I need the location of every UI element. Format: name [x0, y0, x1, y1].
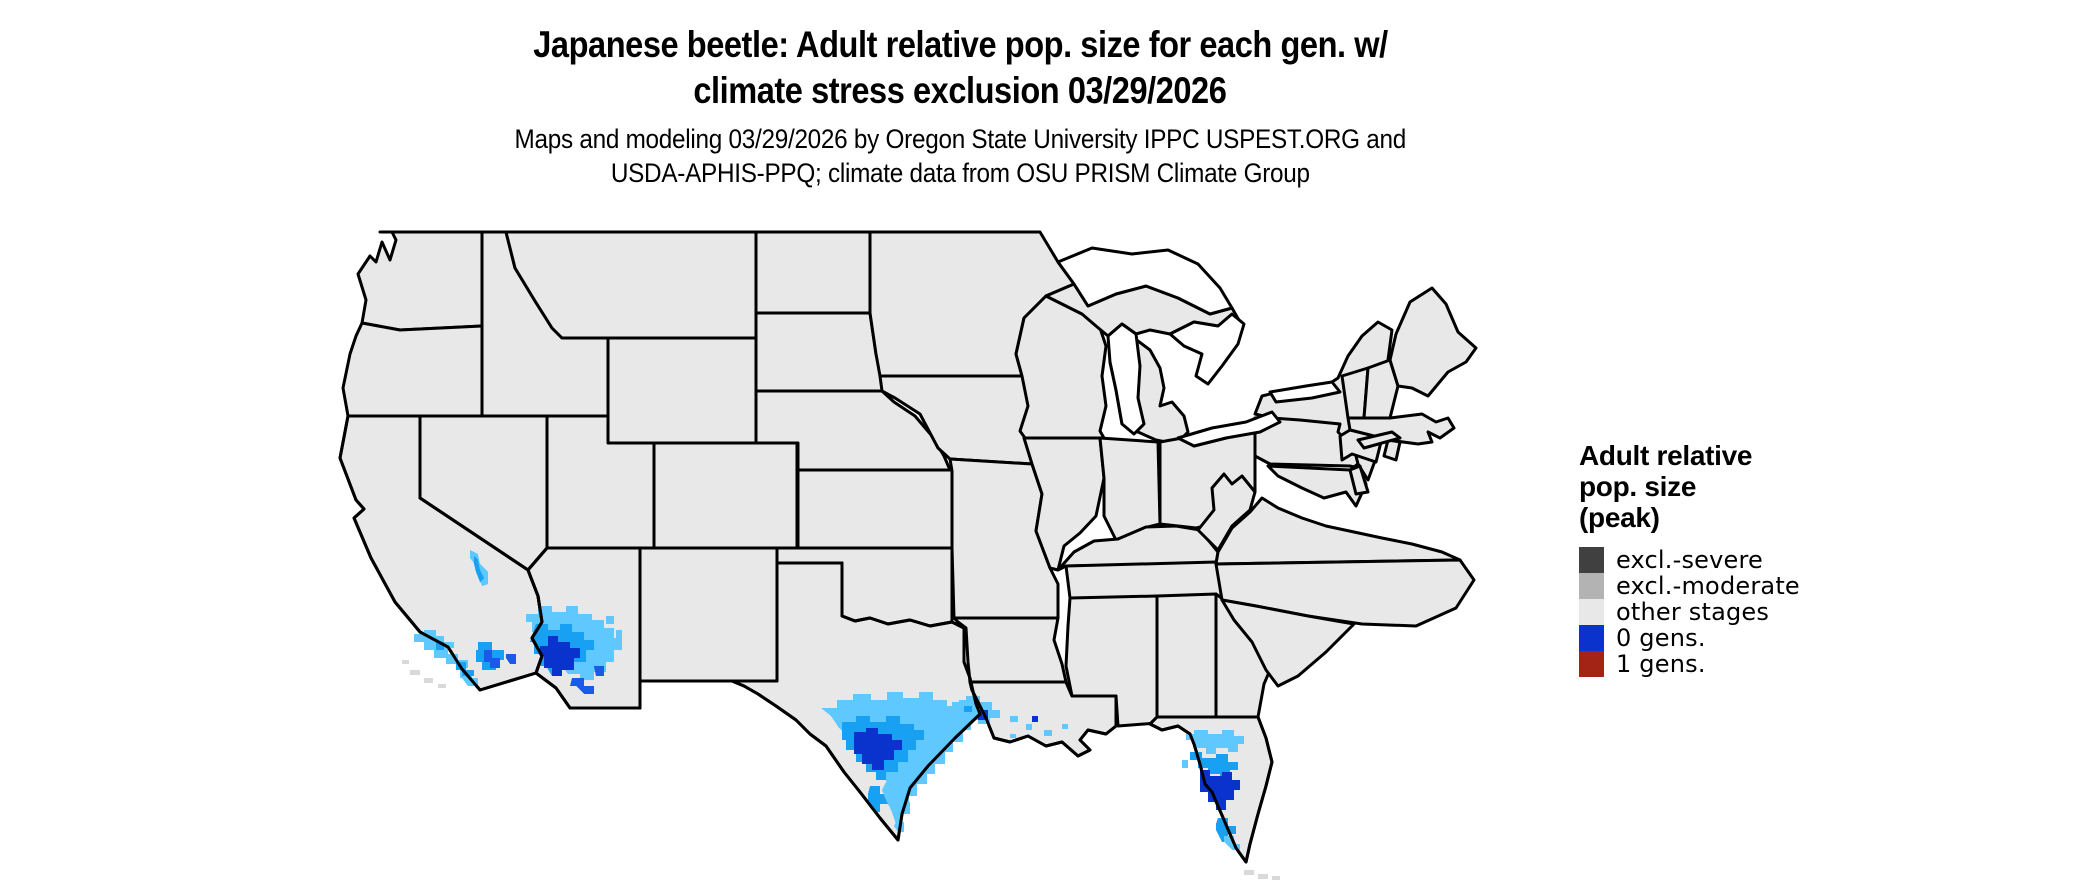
legend-swatch-1-gens: [1579, 651, 1604, 677]
state-alabama: [1155, 592, 1218, 719]
raster-florida-tip-mid: [1216, 818, 1236, 842]
map-legend: Adult relative pop. size (peak) excl.-se…: [1579, 440, 1800, 678]
legend-swatch-excl-moderate: [1579, 573, 1604, 599]
legend-row-other-stages: other stages: [1579, 598, 1800, 626]
legend-row-excl-severe: excl.-severe: [1579, 546, 1800, 574]
page-subtitle-line1: Maps and modeling 03/29/2026 by Oregon S…: [0, 124, 1920, 155]
state-west-virginia: [1196, 472, 1257, 552]
raster-florida-low: [1182, 730, 1244, 768]
state-tennessee: [1064, 560, 1230, 600]
florida-keys: [1244, 870, 1280, 880]
legend-swatch-0-gens: [1579, 625, 1604, 651]
state-maine: [1388, 286, 1478, 398]
state-long-island: [1356, 430, 1402, 450]
state-new-mexico: [638, 546, 779, 683]
border-restroke: [526, 546, 642, 710]
page-subtitle-line2: USDA-APHIS-PPQ; climate data from OSU PR…: [0, 158, 1920, 189]
lake-superior: [1056, 246, 1234, 316]
raster-texas-tip-mid: [868, 786, 888, 812]
raster-nevada-border-mid: [474, 556, 484, 582]
raster-texas-peak: [854, 728, 902, 770]
lake-ontario: [1268, 380, 1342, 404]
legend-row-excl-moderate: excl.-moderate: [1579, 572, 1800, 600]
state-indiana: [1098, 436, 1162, 542]
title-text-1: Japanese beetle: Adult relative pop. siz…: [532, 24, 1388, 65]
legend-swatch-excl-severe: [1579, 547, 1604, 573]
lake-huron: [1168, 312, 1246, 386]
great-lakes: [1056, 246, 1342, 448]
state-virginia: [1214, 496, 1462, 566]
border-overlay: [338, 414, 1274, 864]
state-shapes: [338, 230, 1478, 864]
state-wyoming: [606, 336, 758, 445]
legend-items: excl.-severe excl.-moderate other stages…: [1579, 546, 1800, 678]
state-new-hampshire: [1362, 358, 1400, 420]
state-south-dakota: [754, 311, 884, 393]
state-rhode-island: [1382, 438, 1402, 462]
legend-row-1-gens: 1 gens.: [1579, 650, 1800, 678]
page-title-line1: Japanese beetle: Adult relative pop. siz…: [0, 24, 1920, 66]
raster-inland-empire-high: [484, 650, 500, 668]
legend-title-line3: (peak): [1579, 502, 1660, 533]
title-text-2: climate stress exclusion 03/29/2026: [693, 70, 1227, 111]
legend-title-line2: pop. size: [1579, 471, 1697, 502]
state-arkansas: [952, 616, 1068, 684]
lake-erie: [1176, 410, 1282, 448]
legend-row-0-gens: 0 gens.: [1579, 624, 1800, 652]
border-restroke: [968, 680, 1118, 758]
raster-arizona-border-high: [570, 666, 604, 694]
raster-arizona-low-dots: [606, 616, 622, 638]
raster-louisiana-low: [1010, 716, 1068, 738]
legend-label-1-gens: 1 gens.: [1616, 650, 1706, 678]
state-delaware: [1348, 464, 1370, 496]
state-oregon: [341, 321, 484, 418]
us-map-svg: [338, 230, 1478, 880]
lake-michigan: [1106, 322, 1146, 436]
state-south-carolina: [1220, 598, 1356, 688]
border-restroke: [730, 561, 982, 842]
raster-florida-peak: [1200, 770, 1240, 810]
legend-label-other-stages: other stages: [1616, 598, 1770, 626]
channel-islands: [402, 660, 446, 688]
raster-texas-tip-low: [882, 782, 910, 832]
raster-arizona-peak: [540, 636, 580, 676]
state-kansas: [796, 468, 954, 550]
legend-label-excl-moderate: excl.-moderate: [1616, 572, 1800, 600]
raster-louisiana-peak: [1032, 716, 1038, 722]
offshore-islands: [402, 660, 1280, 880]
state-washington: [356, 230, 484, 332]
legend-swatch-other-stages: [1579, 599, 1604, 625]
state-north-dakota: [754, 230, 872, 315]
legend-title-line1: Adult relative: [1579, 440, 1753, 471]
state-nebraska: [754, 389, 952, 472]
page-title-line2: climate stress exclusion 03/29/2026: [0, 70, 1920, 112]
legend-label-0-gens: 0 gens.: [1616, 624, 1706, 652]
legend-label-excl-severe: excl.-severe: [1616, 546, 1764, 574]
raster-houston-mid: [964, 706, 972, 712]
raster-colorado-river-high: [506, 654, 516, 664]
state-colorado: [652, 441, 799, 550]
subtitle-text-2: USDA-APHIS-PPQ; climate data from OSU PR…: [610, 158, 1310, 188]
us-map: [310, 226, 1560, 890]
border-restroke: [1148, 715, 1274, 864]
raster-socal-mid: [436, 642, 474, 676]
subtitle-text-1: Maps and modeling 03/29/2026 by Oregon S…: [514, 124, 1406, 154]
